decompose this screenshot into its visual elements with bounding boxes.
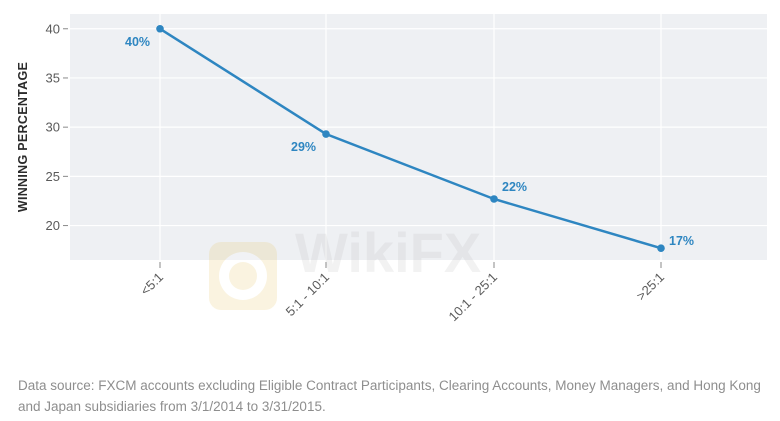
data-point <box>657 244 665 252</box>
plot-background <box>70 14 767 260</box>
data-point <box>322 130 330 138</box>
data-point <box>156 24 164 33</box>
x-tick-label: 5:1 - 10:1 <box>283 270 332 319</box>
data-label: 17% <box>669 234 694 248</box>
grid-lines <box>70 14 767 260</box>
data-label: 22% <box>502 180 527 194</box>
data-point <box>490 195 498 203</box>
y-tick-label: 35 <box>46 70 60 85</box>
data-source-footnote: Data source: FXCM accounts excluding Eli… <box>18 378 761 414</box>
y-tick-label: 40 <box>46 21 60 36</box>
x-tick-label: 10:1 - 25:1 <box>446 270 501 325</box>
data-label: 29% <box>291 140 316 154</box>
x-axis-ticks: <5:1 5:1 - 10:1 10:1 - 25:1 >25:1 <box>137 262 667 324</box>
y-tick-label: 25 <box>46 169 60 184</box>
line-chart: 20 25 30 35 40 <5:1 5:1 - 10:1 10:1 - 25:1 >25:… <box>16 14 767 324</box>
data-points <box>156 24 665 252</box>
y-axis-label: WINNING PERCENTAGE <box>16 62 30 212</box>
data-labels: 40% 29% 22% 17% <box>125 35 694 248</box>
x-tick-label: <5:1 <box>137 270 166 299</box>
y-axis-ticks: 20 25 30 35 40 <box>46 21 68 233</box>
x-tick-label: >25:1 <box>633 270 667 304</box>
data-label: 40% <box>125 35 150 49</box>
y-tick-label: 20 <box>46 218 60 233</box>
series-line <box>159 27 662 250</box>
y-tick-label: 30 <box>46 120 60 135</box>
